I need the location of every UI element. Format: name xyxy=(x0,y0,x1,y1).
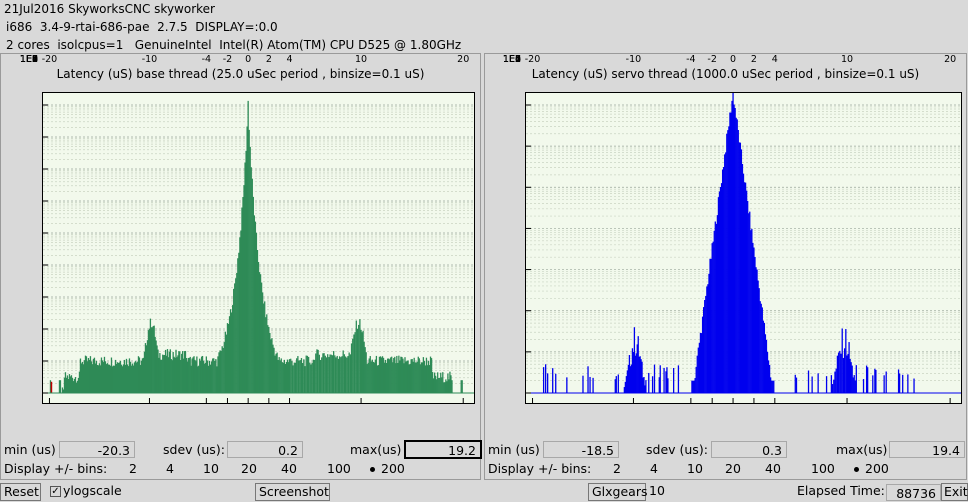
x-tick-label: -2 xyxy=(707,54,717,65)
reset-button[interactable]: Reset xyxy=(0,483,41,501)
x-tick-label: 2 xyxy=(750,54,757,65)
x-tick-label: 4 xyxy=(771,54,778,65)
y-tick-label: 1E6 xyxy=(19,54,38,65)
servo-sdev-label: sdev (us): xyxy=(646,442,708,457)
y-tick-label: 1E2 xyxy=(19,54,38,65)
bins-radio-label: 100 xyxy=(327,461,351,476)
y-tick-label: 1E0 xyxy=(19,54,38,65)
bins-radio-label: 2 xyxy=(129,461,137,476)
servo-thread-panel: Latency (uS) servo thread (1000.0 uSec p… xyxy=(484,53,967,480)
y-tick-label: 1E9 xyxy=(19,54,38,65)
servo-min-label: min (us) xyxy=(488,442,540,457)
x-tick-label: 0 xyxy=(245,54,252,65)
bins-radio-label: 4 xyxy=(166,461,174,476)
servo-thread-title: Latency (uS) servo thread (1000.0 uSec p… xyxy=(531,67,920,81)
x-tick-label: -2 xyxy=(222,54,233,65)
y-tick-label: 1E3 xyxy=(502,54,521,65)
bins-radio-label: 200 xyxy=(381,461,405,476)
bins-radio-label: 40 xyxy=(281,461,297,476)
y-tick-label: 1E5 xyxy=(502,54,521,65)
bins-radio-20[interactable] xyxy=(228,465,237,474)
bins-radio-10[interactable] xyxy=(674,465,683,474)
bins-radio-label: 10 xyxy=(687,461,703,476)
servo-min-value: -18.5 xyxy=(543,441,619,458)
glxgears-count: 10 xyxy=(649,483,665,498)
header-line-date-host: 21Jul2016 SkyworksCNC skyworker xyxy=(4,2,215,16)
y-tick-label: 1E5 xyxy=(19,54,38,65)
bins-radio-label: 20 xyxy=(241,461,257,476)
bins-radio-label: 10 xyxy=(203,461,219,476)
bins-radio-2[interactable] xyxy=(116,465,125,474)
x-tick-label: 20 xyxy=(944,54,957,65)
y-tick-label: 1E8 xyxy=(19,54,38,65)
header-line-kernel: i686 3.4-9-rtai-686-pae 2.7.5 DISPLAY=:0… xyxy=(6,20,278,34)
y-tick-label: 1E3 xyxy=(19,54,38,65)
x-tick-label: -10 xyxy=(141,54,158,65)
bins-radio-label: 20 xyxy=(725,461,741,476)
bins-radio-2[interactable] xyxy=(600,465,609,474)
bins-radio-label: 200 xyxy=(865,461,889,476)
x-tick-label: 2 xyxy=(265,54,272,65)
x-tick-label: 10 xyxy=(840,54,854,65)
servo-thread-histogram xyxy=(525,92,962,404)
x-tick-label: 0 xyxy=(730,54,737,65)
elapsed-time-label: Elapsed Time: xyxy=(797,483,885,498)
bins-radio-10[interactable] xyxy=(190,465,199,474)
y-tick-label: 1E1 xyxy=(502,54,521,65)
base-max-label: max(us) xyxy=(350,442,402,457)
base-sdev-label: sdev (us): xyxy=(163,442,225,457)
bins-radio-100[interactable] xyxy=(798,465,807,474)
y-tick-label: 1E6 xyxy=(502,54,521,65)
x-tick-label: -4 xyxy=(201,54,212,65)
servo-max-value: 19.4 xyxy=(889,441,965,458)
bins-radio-200[interactable] xyxy=(852,465,861,474)
servo-bins-label: Display +/- bins: xyxy=(488,461,592,476)
bins-radio-label: 4 xyxy=(650,461,658,476)
bins-radio-100[interactable] xyxy=(314,465,323,474)
ylogscale-checkbox[interactable]: ✓ xyxy=(50,486,61,497)
base-bins-label: Display +/- bins: xyxy=(4,461,108,476)
y-tick-label: 1E0 xyxy=(502,54,521,65)
base-thread-histogram xyxy=(42,92,475,404)
bins-radio-40[interactable] xyxy=(268,465,277,474)
x-tick-label: 20 xyxy=(457,54,470,65)
bins-radio-label: 2 xyxy=(613,461,621,476)
bins-radio-4[interactable] xyxy=(153,465,162,474)
base-thread-panel: Latency (uS) base thread (25.0 uSec peri… xyxy=(0,53,481,480)
base-thread-title: Latency (uS) base thread (25.0 uSec peri… xyxy=(56,67,425,81)
x-tick-label: -10 xyxy=(625,54,642,65)
base-min-value: -20.3 xyxy=(59,441,135,458)
bins-radio-4[interactable] xyxy=(637,465,646,474)
y-tick-label: 1E1 xyxy=(19,54,38,65)
y-tick-label: 1E2 xyxy=(502,54,521,65)
screenshot-button[interactable]: Screenshot xyxy=(255,483,330,501)
y-tick-label: 1E4 xyxy=(502,54,521,65)
exit-button[interactable]: Exit xyxy=(941,483,968,501)
bins-radio-label: 100 xyxy=(811,461,835,476)
y-tick-label: 1E4 xyxy=(19,54,38,65)
bins-radio-40[interactable] xyxy=(752,465,761,474)
x-tick-label: 10 xyxy=(355,54,368,65)
bins-radio-200[interactable] xyxy=(368,465,377,474)
header-line-cpu: 2 cores isolcpus=1 GenuineIntel Intel(R)… xyxy=(6,38,462,52)
x-tick-label: 4 xyxy=(286,54,293,65)
glxgears-button[interactable]: Glxgears xyxy=(588,483,648,501)
x-tick-label: -4 xyxy=(686,54,696,65)
servo-sdev-value: 0.3 xyxy=(711,441,787,458)
x-tick-label: -20 xyxy=(41,54,58,65)
servo-max-label: max(us) xyxy=(836,442,888,457)
base-max-value: 19.2 xyxy=(404,440,482,459)
y-tick-label: 1E7 xyxy=(502,54,521,65)
ylogscale-label: ylogscale xyxy=(63,483,122,498)
bins-radio-label: 40 xyxy=(765,461,781,476)
x-tick-label: -20 xyxy=(524,54,541,65)
base-min-label: min (us) xyxy=(4,442,56,457)
y-tick-label: 1E7 xyxy=(19,54,38,65)
bins-radio-20[interactable] xyxy=(712,465,721,474)
elapsed-time-value: 88736 xyxy=(886,484,941,501)
base-sdev-value: 0.2 xyxy=(227,441,303,458)
